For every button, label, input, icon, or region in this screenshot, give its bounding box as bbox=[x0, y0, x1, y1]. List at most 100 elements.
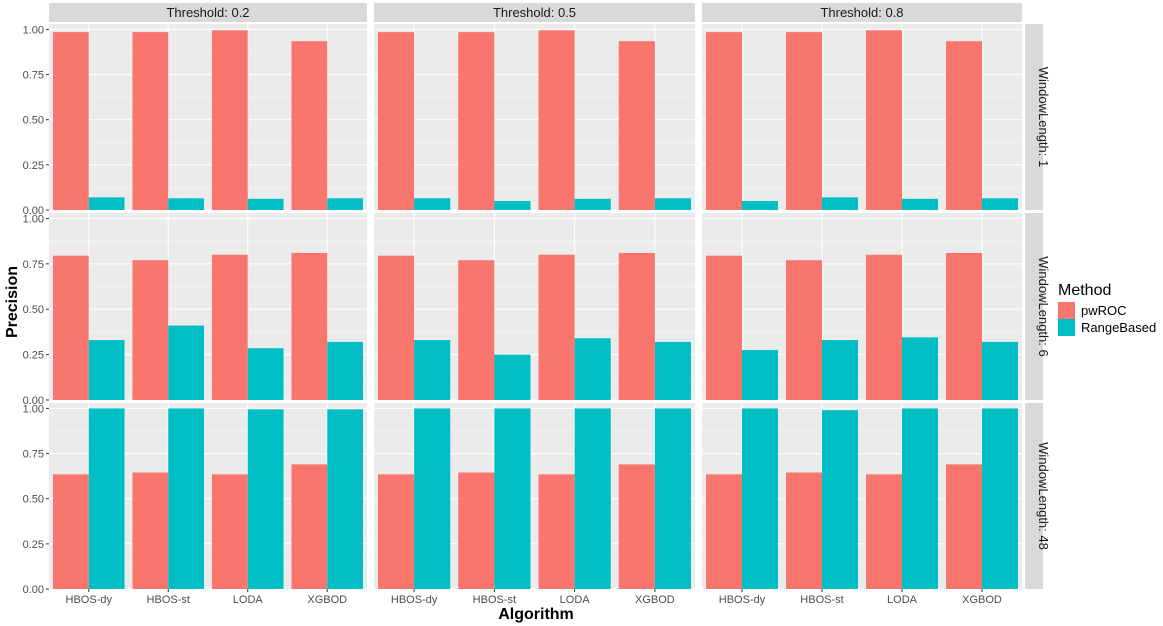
bar-rangebased-loda bbox=[247, 348, 284, 400]
bar-pwroc-loda bbox=[211, 474, 248, 589]
bar-pwroc-xgbod bbox=[291, 41, 328, 211]
y-tick-label: 0.50 bbox=[23, 304, 44, 316]
x-tick-label: XGBOD bbox=[962, 594, 1002, 606]
bar-rangebased-hbos-dy bbox=[414, 340, 451, 400]
strip-threshold-1 bbox=[374, 3, 695, 22]
strip-label-threshold: Threshold: 0.5 bbox=[493, 5, 576, 20]
legend-title: Method bbox=[1058, 282, 1111, 299]
panel-r2-c0: 0.00 0.25 0.50 0.75 1.00 HBOS-dy HBOS-st LODA XG… bbox=[23, 403, 367, 606]
panel-r0-c0: 0.00 0.25 0.50 0.75 1.00 bbox=[23, 24, 367, 217]
bar-pwroc-hbos-dy bbox=[378, 474, 415, 589]
bar-rangebased-loda bbox=[574, 408, 611, 589]
y-tick-label: 0.25 bbox=[23, 350, 44, 362]
legend: Method pwROC RangeBased bbox=[1058, 282, 1156, 336]
panel-r1-c1 bbox=[374, 213, 695, 401]
x-tick-label: HBOS-st bbox=[147, 594, 190, 606]
bar-pwroc-hbos-st bbox=[132, 260, 169, 400]
x-tick-label: LODA bbox=[560, 594, 591, 606]
bar-rangebased-hbos-dy bbox=[414, 198, 451, 210]
y-tick-label: 0.50 bbox=[23, 494, 44, 506]
bar-rangebased-hbos-dy bbox=[88, 408, 125, 589]
y-tick-label: 0.00 bbox=[23, 205, 44, 217]
bar-pwroc-loda bbox=[866, 254, 902, 400]
bar-rangebased-hbos-dy bbox=[88, 197, 125, 210]
bar-rangebased-loda bbox=[902, 408, 938, 589]
bar-rangebased-hbos-st bbox=[168, 408, 205, 589]
bar-pwroc-hbos-dy bbox=[706, 474, 742, 589]
bar-pwroc-hbos-st bbox=[132, 32, 169, 210]
strip-threshold-2 bbox=[702, 3, 1022, 22]
bar-rangebased-hbos-st bbox=[494, 408, 531, 589]
bar-rangebased-xgbod bbox=[327, 409, 364, 589]
y-tick-label: 1.00 bbox=[23, 403, 44, 415]
x-axis-title: Algorithm bbox=[498, 606, 574, 623]
panel-r1-c0: 0.00 0.25 0.50 0.75 1.00 bbox=[23, 213, 367, 407]
x-tick-label: HBOS-dy bbox=[66, 594, 113, 606]
x-tick-label: HBOS-st bbox=[473, 594, 516, 606]
bar-pwroc-xgbod bbox=[291, 464, 328, 589]
bar-rangebased-hbos-dy bbox=[742, 408, 778, 589]
bar-rangebased-loda bbox=[574, 198, 611, 210]
bar-rangebased-hbos-dy bbox=[88, 340, 125, 400]
legend-key-rangebased bbox=[1058, 319, 1075, 336]
bar-rangebased-xgbod bbox=[982, 198, 1018, 210]
strip-windowlength-0 bbox=[1025, 24, 1043, 210]
bar-rangebased-hbos-dy bbox=[414, 408, 451, 589]
bar-rangebased-hbos-st bbox=[822, 197, 858, 210]
strip-windowlength-1 bbox=[1025, 213, 1043, 400]
bar-pwroc-xgbod bbox=[946, 464, 982, 589]
bar-rangebased-xgbod bbox=[654, 341, 691, 400]
x-tick-label: HBOS-dy bbox=[719, 594, 766, 606]
bar-rangebased-hbos-st bbox=[168, 198, 205, 210]
bar-pwroc-loda bbox=[211, 30, 248, 210]
panel-r2-c2: HBOS-dy HBOS-st LODA XGBOD bbox=[702, 403, 1022, 606]
strip-label-windowlength: WindowLength: 6 bbox=[1036, 256, 1051, 356]
bar-rangebased-hbos-st bbox=[168, 325, 205, 400]
strips-layer: Threshold: 0.2 Threshold: 0.5 Threshold: 0… bbox=[49, 3, 1051, 589]
strip-label-threshold: Threshold: 0.2 bbox=[166, 5, 249, 20]
bar-pwroc-hbos-dy bbox=[378, 32, 415, 210]
panel-r2-c1: HBOS-dy HBOS-st LODA XGBOD bbox=[374, 403, 695, 606]
x-tick-label: HBOS-st bbox=[800, 594, 843, 606]
bar-rangebased-xgbod bbox=[654, 198, 691, 210]
bar-rangebased-xgbod bbox=[327, 341, 364, 400]
bar-pwroc-xgbod bbox=[618, 464, 655, 589]
y-tick-label: 0.00 bbox=[23, 395, 44, 407]
bar-pwroc-hbos-st bbox=[786, 472, 822, 589]
panel-r0-c1 bbox=[374, 24, 695, 211]
bar-pwroc-hbos-dy bbox=[52, 255, 89, 400]
strip-threshold-0 bbox=[49, 3, 367, 22]
bar-rangebased-hbos-dy bbox=[742, 350, 778, 400]
bar-pwroc-loda bbox=[866, 30, 902, 210]
x-tick-label: HBOS-dy bbox=[391, 594, 438, 606]
bar-rangebased-hbos-st bbox=[494, 200, 531, 210]
y-tick-label: 0.25 bbox=[23, 539, 44, 551]
x-tick-label: XGBOD bbox=[635, 594, 675, 606]
bar-pwroc-xgbod bbox=[618, 41, 655, 211]
bar-rangebased-xgbod bbox=[327, 198, 364, 210]
bar-pwroc-hbos-st bbox=[458, 32, 495, 210]
y-tick-label: 0.50 bbox=[23, 115, 44, 127]
bar-pwroc-hbos-st bbox=[458, 260, 495, 400]
strip-windowlength-2 bbox=[1025, 403, 1043, 589]
bar-pwroc-hbos-dy bbox=[706, 255, 742, 400]
bar-pwroc-xgbod bbox=[291, 252, 328, 400]
bar-pwroc-hbos-dy bbox=[706, 32, 742, 210]
panel-r1-c2 bbox=[702, 213, 1022, 401]
x-tick-label: LODA bbox=[887, 594, 918, 606]
bar-pwroc-xgbod bbox=[946, 252, 982, 400]
legend-label-pwroc: pwROC bbox=[1081, 303, 1127, 318]
y-tick-label: 0.75 bbox=[23, 449, 44, 461]
y-tick-label: 1.00 bbox=[23, 24, 44, 36]
x-tick-label: LODA bbox=[233, 594, 264, 606]
bar-rangebased-loda bbox=[247, 409, 284, 589]
bar-rangebased-loda bbox=[574, 338, 611, 400]
y-tick-label: 1.00 bbox=[23, 213, 44, 225]
bar-pwroc-hbos-st bbox=[786, 32, 822, 210]
bar-rangebased-loda bbox=[247, 198, 284, 210]
bar-pwroc-hbos-dy bbox=[378, 255, 415, 400]
bar-rangebased-hbos-st bbox=[822, 410, 858, 589]
bar-pwroc-loda bbox=[211, 254, 248, 400]
panels-layer: 0.000.250.500.751.000.000.250.500.751.00… bbox=[23, 24, 1022, 606]
